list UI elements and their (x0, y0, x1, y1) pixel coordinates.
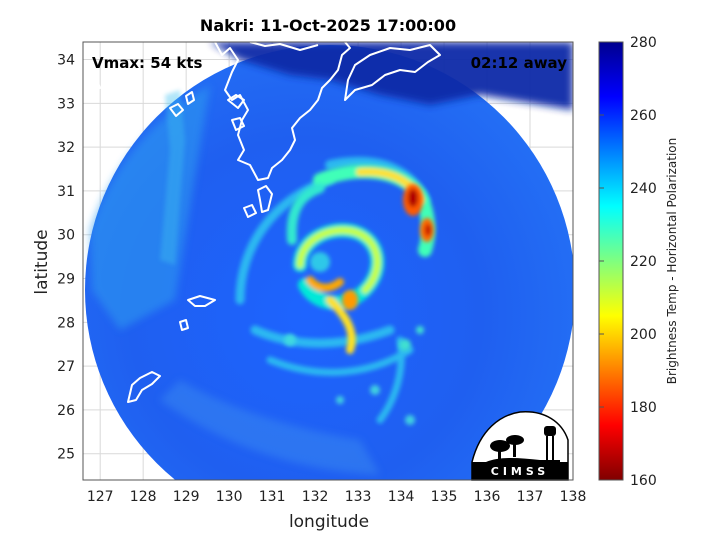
vmax-label: Vmax: 54 kts (92, 54, 202, 72)
ryukyu-islands (187, 295, 216, 307)
colorbar-tick-label: 220 (630, 254, 657, 270)
cimss-logo-text: CIMSS (491, 465, 549, 478)
shikoku-coastline (344, 44, 441, 101)
x-tick-label: 134 (388, 489, 415, 505)
x-tick-label: 136 (474, 489, 501, 505)
x-tick-label: 130 (216, 489, 243, 505)
y-axis-label: latitude (32, 229, 52, 294)
western-islands (169, 103, 184, 117)
x-tick-label: 128 (130, 489, 157, 505)
y-tick-label: 30 (57, 228, 75, 244)
y-tick-label: 29 (57, 272, 75, 288)
cimss-logo: CIMSS (471, 411, 569, 481)
brightness-temp-swath (85, 42, 573, 480)
colorbar-label: Brightness Temp - Horizontal Polarizatio… (665, 138, 679, 385)
colorbar-tick-label: 160 (630, 473, 657, 489)
colorbar-tick-label: 280 (630, 35, 657, 51)
osumi-islands (257, 185, 273, 213)
y-tick-label: 34 (57, 53, 75, 69)
honshu-coastline (249, 42, 319, 51)
y-tick-label: 33 (57, 96, 75, 112)
colorbar: 280 260 240 220 200 180 160 Brightness Temp - … (598, 35, 679, 489)
y-tick-label: 25 (57, 447, 75, 463)
x-tick-label: 131 (259, 489, 286, 505)
x-tick-label: 135 (431, 489, 458, 505)
y-tick-labels: 25 26 27 28 29 30 31 32 33 34 (57, 53, 75, 463)
x-tick-label: 137 (517, 489, 544, 505)
x-tick-label: 133 (345, 489, 372, 505)
x-tick-label: 129 (173, 489, 200, 505)
y-tick-label: 31 (57, 184, 75, 200)
x-tick-label: 138 (560, 489, 587, 505)
colorbar-tick-label: 260 (630, 108, 657, 124)
y-tick-label: 27 (57, 359, 75, 375)
y-tick-label: 28 (57, 315, 75, 331)
colorbar-tick-label: 240 (630, 181, 657, 197)
plot-title: Nakri: 11-Oct-2025 17:00:00 (200, 16, 456, 35)
x-tick-labels: 127 128 129 130 131 132 133 134 135 136 137 138 (87, 489, 587, 505)
time-away-label: 02:12 away (471, 54, 568, 72)
y-tick-label: 26 (57, 403, 75, 419)
x-axis-label: longitude (289, 512, 369, 532)
colorbar-tick-label: 180 (630, 400, 657, 416)
y-tick-label: 32 (57, 140, 75, 156)
x-tick-label: 127 (87, 489, 114, 505)
colorbar-tick-label: 200 (630, 327, 657, 343)
kyushu-coastline (214, 42, 351, 181)
coastline-outlines (83, 42, 441, 403)
colorbar-tick-labels: 280 260 240 220 200 180 160 (599, 35, 657, 489)
x-tick-label: 132 (302, 489, 329, 505)
